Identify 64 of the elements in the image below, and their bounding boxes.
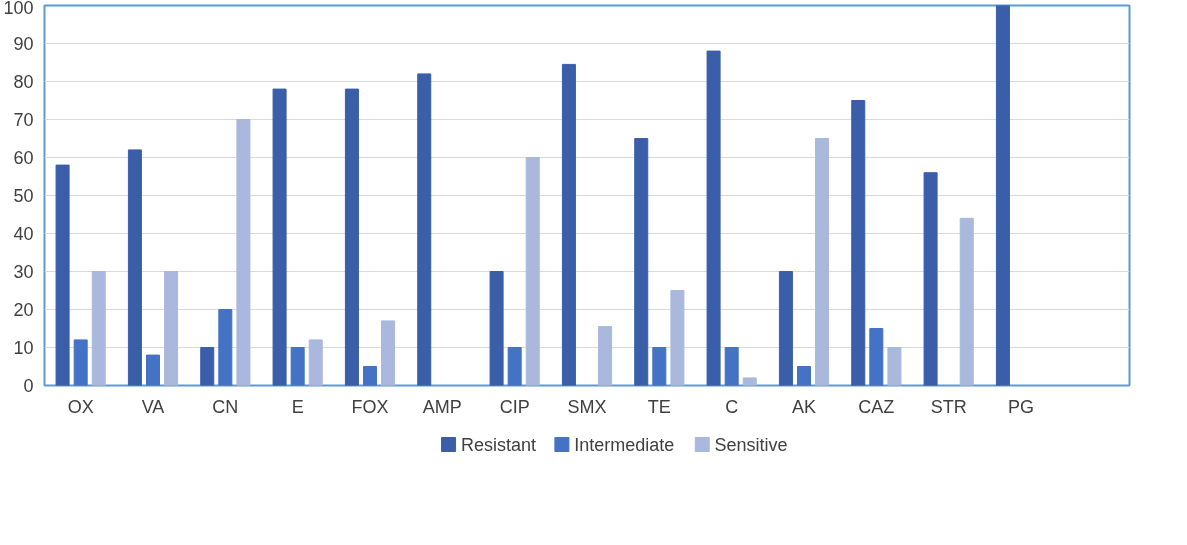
y-tick-label: 70	[13, 110, 34, 130]
y-tick-label: 20	[13, 300, 34, 320]
y-tick-label: 50	[13, 186, 34, 206]
y-tick-label: 10	[13, 338, 34, 358]
bar	[598, 326, 613, 386]
bar	[706, 50, 721, 386]
bar	[417, 73, 432, 386]
x-tick-label: PG	[1008, 396, 1035, 417]
bar	[507, 347, 522, 386]
bar	[236, 119, 251, 386]
y-tick-label: 90	[13, 34, 34, 54]
legend-label: Intermediate	[574, 434, 675, 455]
x-tick-label: VA	[141, 396, 165, 417]
bar	[923, 172, 938, 386]
bar	[869, 328, 884, 386]
bar	[290, 347, 305, 386]
y-tick-label: 80	[13, 72, 34, 92]
bar	[272, 88, 287, 386]
bar	[200, 347, 215, 386]
x-tick-label: AK	[791, 396, 817, 417]
x-tick-label: OX	[67, 396, 94, 417]
x-tick-label: CN	[212, 396, 239, 417]
bar	[778, 271, 793, 386]
bar	[489, 271, 504, 386]
bar	[218, 309, 233, 386]
x-tick-label: STR	[930, 396, 967, 417]
x-tick-label: AMP	[422, 396, 462, 417]
x-tick-label: FOX	[351, 396, 389, 417]
y-tick-label: 40	[13, 224, 34, 244]
bar	[742, 377, 757, 386]
bar	[362, 366, 378, 386]
legend-label: Resistant	[460, 434, 536, 455]
bar	[995, 5, 1010, 386]
y-tick-label: 0	[23, 376, 34, 396]
bar	[164, 271, 179, 386]
bar	[561, 63, 576, 386]
bar	[887, 347, 902, 386]
bar	[959, 217, 974, 386]
x-tick-label: CAZ	[858, 396, 895, 417]
bar	[796, 366, 812, 386]
bar	[670, 290, 685, 386]
y-tick-label: 100	[3, 0, 34, 18]
x-tick-label: E	[291, 396, 304, 417]
bar	[381, 320, 396, 386]
bar	[344, 88, 359, 386]
bar	[652, 347, 667, 386]
y-tick-label: 60	[13, 148, 34, 168]
bar	[73, 339, 88, 386]
bar	[127, 149, 142, 386]
bar	[525, 157, 540, 386]
x-tick-label: TE	[647, 396, 671, 417]
y-tick-label: 30	[13, 262, 34, 282]
x-tick-label: C	[725, 396, 739, 417]
bar	[91, 271, 106, 386]
bar	[724, 347, 739, 386]
bar	[308, 339, 323, 386]
legend-label: Sensitive	[714, 434, 788, 455]
x-tick-label: SMX	[567, 396, 607, 417]
bar	[55, 164, 70, 386]
bar	[815, 138, 830, 386]
bar	[851, 100, 866, 386]
bar	[145, 354, 161, 386]
bar	[634, 138, 649, 386]
x-tick-label: CIP	[499, 396, 530, 417]
